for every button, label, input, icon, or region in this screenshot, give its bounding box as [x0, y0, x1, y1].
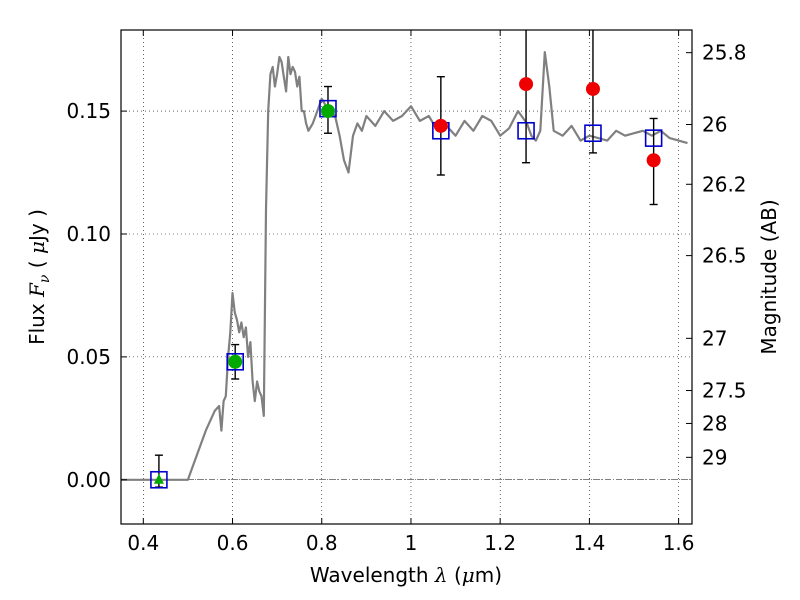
model-photometry-square: [584, 124, 602, 143]
x-tick-label: 0.6: [217, 531, 249, 555]
error-bar: [522, 30, 531, 164]
observed-lowsn-point: [519, 77, 534, 92]
x-tick-label: 1.6: [663, 531, 695, 555]
errorbar-layer: [154, 30, 658, 488]
x-tick-label: 1.2: [484, 531, 516, 555]
upper-limit-triangle: [153, 473, 164, 484]
model-photometry-square: [517, 121, 535, 140]
y-axis-label: Flux Fν ( μJy ): [25, 209, 53, 345]
model-photometry-square: [226, 352, 244, 371]
y2-tick-label: 26.5: [702, 244, 747, 268]
y2-tick-label: 29: [702, 445, 727, 469]
y2-tick-label: 27.5: [702, 379, 747, 403]
tick-layer: 0.4 0.6 0.8 1 1.2 1.4 1.6 0.00 0.05 0.10 0.15 25.8 2…: [66, 30, 747, 555]
observed-lowsn-point: [585, 81, 600, 96]
observed-lowsn-point: [646, 153, 661, 168]
grid: [121, 30, 692, 524]
y-tick-label: 0.00: [66, 468, 111, 492]
y2-tick-label: 26.2: [702, 172, 747, 196]
x-tick-label: 1.4: [573, 531, 605, 555]
model-photometry-square: [150, 470, 168, 489]
x-axis-label: Wavelength λ (μm): [310, 563, 502, 587]
y2-tick-label: 27: [702, 326, 727, 350]
y2-tick-label: 26: [702, 113, 727, 137]
x-tick-label: 1: [405, 531, 418, 555]
marker-layer: [150, 77, 663, 489]
y2-tick-label: 28: [702, 411, 727, 435]
x-tick-label: 0.8: [306, 531, 338, 555]
y-tick-label: 0.05: [66, 345, 111, 369]
y-tick-label: 0.10: [66, 222, 111, 246]
plot-frame: [120, 29, 693, 525]
spectrum-layer: [121, 50, 688, 481]
x-tick-label: 0.4: [127, 531, 159, 555]
model-spectrum-line: [121, 50, 688, 481]
observed-detection-point: [320, 104, 335, 119]
model-photometry-square: [644, 129, 663, 147]
y2-tick-label: 25.8: [702, 41, 747, 65]
observed-detection-point: [228, 354, 243, 369]
axes-frame-layer: [120, 29, 693, 525]
y-tick-label: 0.15: [66, 99, 111, 123]
y2-axis-label: Magnitude (AB): [757, 199, 781, 354]
observed-lowsn-point: [433, 118, 448, 133]
